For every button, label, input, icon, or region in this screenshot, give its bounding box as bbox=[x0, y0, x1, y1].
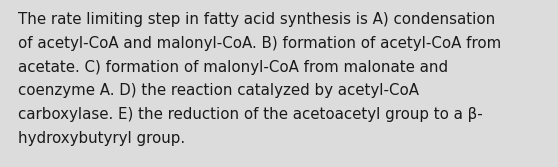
Text: of acetyl-CoA and malonyl-CoA. B) formation of acetyl-CoA from: of acetyl-CoA and malonyl-CoA. B) format… bbox=[18, 36, 501, 51]
Text: carboxylase. E) the reduction of the acetoacetyl group to a β-: carboxylase. E) the reduction of the ace… bbox=[18, 107, 483, 122]
Text: coenzyme A. D) the reaction catalyzed by acetyl-CoA: coenzyme A. D) the reaction catalyzed by… bbox=[18, 83, 419, 98]
Text: hydroxybutyryl group.: hydroxybutyryl group. bbox=[18, 131, 185, 146]
Text: The rate limiting step in fatty acid synthesis is A) condensation: The rate limiting step in fatty acid syn… bbox=[18, 12, 496, 27]
Text: acetate. C) formation of malonyl-CoA from malonate and: acetate. C) formation of malonyl-CoA fro… bbox=[18, 60, 448, 75]
